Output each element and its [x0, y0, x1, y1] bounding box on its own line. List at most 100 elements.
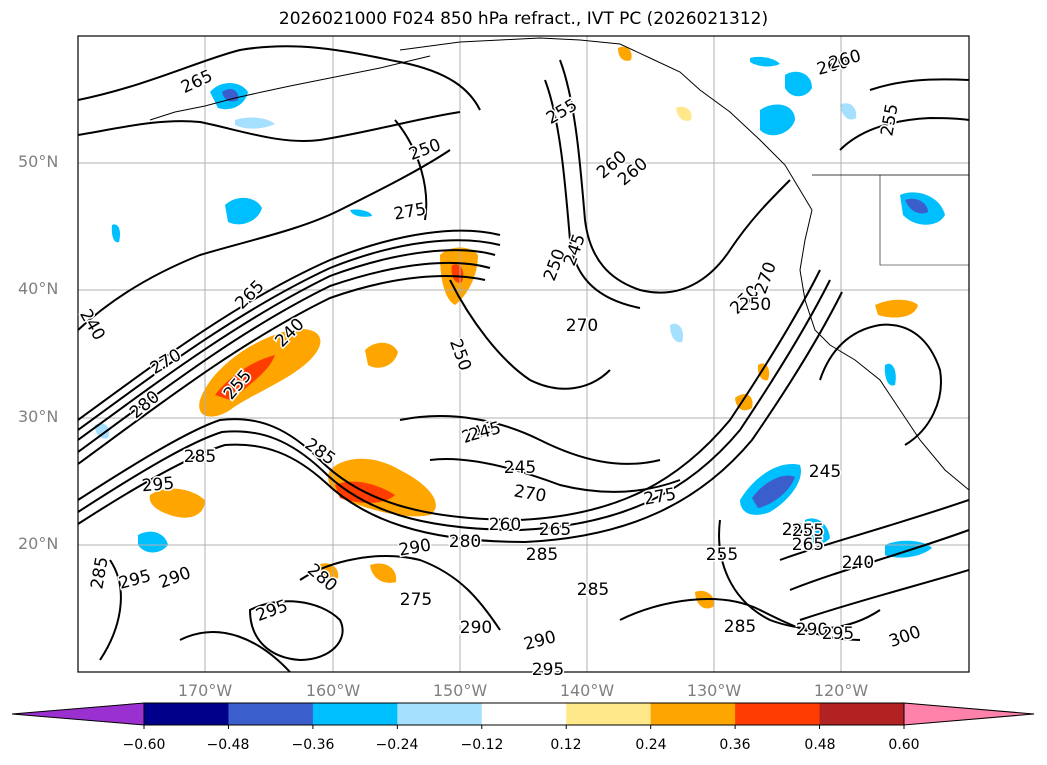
- contour-label: 270: [566, 316, 598, 336]
- contour-label: 245: [504, 458, 536, 478]
- lat-label-40n: 40°N: [18, 279, 59, 298]
- contour: [619, 598, 861, 641]
- negative-anomaly-patch: [805, 518, 830, 544]
- colorbar-bin: [144, 703, 229, 725]
- contour: [718, 519, 881, 630]
- contour: [839, 116, 969, 151]
- jet-contour: [78, 249, 496, 441]
- contour: [819, 323, 942, 446]
- contour: [559, 59, 791, 294]
- negative-anomaly-patch: [905, 198, 928, 214]
- jet-contour: [78, 269, 821, 522]
- colorbar-tick-label: 0.60: [888, 737, 920, 753]
- colorbar-bin: [819, 703, 905, 725]
- contour: [429, 458, 681, 493]
- contour-label: 275: [400, 590, 432, 610]
- contour-label: 290: [397, 535, 432, 560]
- lon-label-130w: 130°W: [686, 681, 742, 700]
- plot-area: [78, 36, 969, 672]
- contour: [799, 569, 969, 621]
- contour: [779, 499, 969, 561]
- colorbar-tick-label: −0.36: [291, 737, 335, 753]
- colorbar-bin: [566, 703, 652, 725]
- contour-label: 240: [842, 553, 874, 573]
- negative-anomaly-patch: [670, 323, 684, 343]
- contour: [78, 149, 451, 331]
- negative-anomaly-patch: [350, 209, 372, 217]
- colorbar-tick-label: −0.48: [206, 737, 250, 753]
- negative-anomaly-patch: [884, 363, 896, 386]
- contour-label: 255: [792, 521, 824, 541]
- graticule: [78, 36, 969, 672]
- contour: [248, 600, 344, 662]
- contour-label: 260: [489, 515, 521, 535]
- contour-label: 250: [739, 295, 771, 315]
- positive-anomaly-patch: [875, 299, 918, 318]
- contour-label: 265: [792, 535, 824, 555]
- negative-anomaly-patch: [840, 103, 857, 120]
- colorbar-frame: [143, 702, 905, 726]
- contour-label: 290: [796, 620, 828, 640]
- negative-anomaly-patch: [235, 117, 275, 129]
- colorbar-tick-label: 0.36: [719, 737, 751, 753]
- negative-anomaly-patch: [138, 531, 168, 553]
- lon-label-150w: 150°W: [432, 681, 488, 700]
- contour: [179, 631, 291, 672]
- negative-anomaly-patch: [225, 197, 262, 225]
- positive-anomaly-patch: [149, 488, 205, 518]
- positive-anomaly-patch: [370, 563, 397, 583]
- contour: [394, 119, 428, 221]
- lat-label-20n: 20°N: [18, 534, 59, 553]
- contour: [449, 279, 611, 390]
- colorbar-tick-label: 0.12: [550, 737, 582, 753]
- contour-label: 285: [184, 447, 216, 467]
- lat-label-50n: 50°N: [18, 152, 59, 171]
- colorbar-bin: [735, 703, 821, 725]
- jet-contour: [78, 279, 831, 532]
- positive-anomaly-patch: [328, 458, 436, 517]
- colorbar-extend-low: [11, 702, 145, 726]
- lon-label-170w: 170°W: [177, 681, 233, 700]
- colorbar-tick-label: 0.24: [635, 737, 667, 753]
- jet-contour: [78, 275, 486, 465]
- colorbar-tick-label: −0.60: [122, 737, 166, 753]
- contour-label: 295: [141, 474, 175, 497]
- contour-label: 245: [809, 462, 841, 482]
- contour-label: 295: [532, 660, 564, 680]
- plot-frame: [77, 35, 970, 673]
- lat-label-30n: 30°N: [18, 407, 59, 426]
- lon-label-120w: 120°W: [813, 681, 869, 700]
- colorbar-bin: [650, 703, 736, 725]
- jet-contour: [78, 229, 501, 421]
- map-title: 2026021000 F024 850 hPa refract., IVT PC…: [278, 9, 769, 29]
- colorbar-tick-label: 0.48: [804, 737, 836, 753]
- contour: [789, 529, 969, 591]
- contour-lines: [78, 45, 969, 672]
- alaska-aleutian-coastline: [149, 55, 431, 121]
- colorbar: [11, 702, 1035, 729]
- lon-label-160w: 160°W: [305, 681, 361, 700]
- jet-contour: [78, 261, 491, 453]
- alaska-coastline: [399, 37, 813, 211]
- positive-anomaly-patch: [365, 342, 398, 368]
- negative-anomaly-patch: [752, 475, 795, 508]
- us-state-border: [879, 175, 969, 266]
- colorbar-tick-label: −0.12: [460, 737, 504, 753]
- contour: [399, 415, 661, 465]
- positive-anomaly-patch: [757, 363, 770, 381]
- contour-label: 295: [822, 624, 854, 644]
- lon-label-140w: 140°W: [559, 681, 615, 700]
- positive-anomaly-patch: [618, 46, 632, 61]
- contour-label: 265: [539, 520, 571, 540]
- negative-anomaly-patch: [750, 56, 780, 67]
- contour: [544, 79, 641, 309]
- contour-label: 285: [577, 580, 609, 600]
- negative-anomaly-patch: [760, 104, 795, 136]
- contour: [99, 559, 122, 661]
- negative-anomaly-patch: [95, 423, 110, 439]
- contour-label: 280: [782, 520, 814, 540]
- colorbar-extend-high: [903, 702, 1035, 726]
- jet-contour: [78, 239, 501, 431]
- negative-anomaly-patch: [111, 224, 121, 243]
